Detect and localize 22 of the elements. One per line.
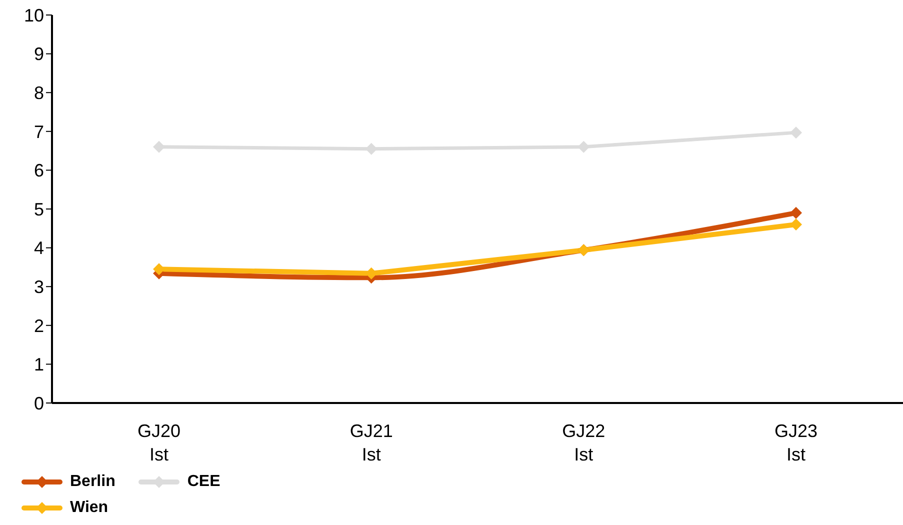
legend-label: Wien	[70, 499, 108, 517]
x-tick-label: GJ21 Ist	[350, 421, 393, 464]
legend-label: Berlin	[70, 473, 116, 491]
point	[790, 206, 802, 219]
y-tick-label: 7	[34, 122, 44, 142]
point	[790, 126, 802, 139]
legend-label: CEE	[187, 473, 220, 491]
y-tick-label: 8	[34, 82, 44, 103]
y-tick-label: 1	[34, 354, 44, 375]
y-tick-label: 5	[34, 199, 44, 220]
y-tick-label: 9	[34, 44, 44, 64]
y-tick-label: 2	[34, 316, 44, 336]
x-tick-label: GJ20 Ist	[137, 421, 181, 464]
y-tick-label: 0	[34, 393, 44, 414]
x-tick-label: GJ23 Ist	[774, 421, 818, 464]
y-tick-label: 6	[34, 160, 44, 181]
y-tick-label: 3	[34, 276, 44, 297]
y-tick-label: 4	[34, 238, 44, 258]
x-tick-label: GJ22 Ist	[562, 421, 606, 464]
point	[578, 140, 590, 153]
y-tick-label: 10	[24, 5, 44, 26]
point	[153, 140, 165, 153]
